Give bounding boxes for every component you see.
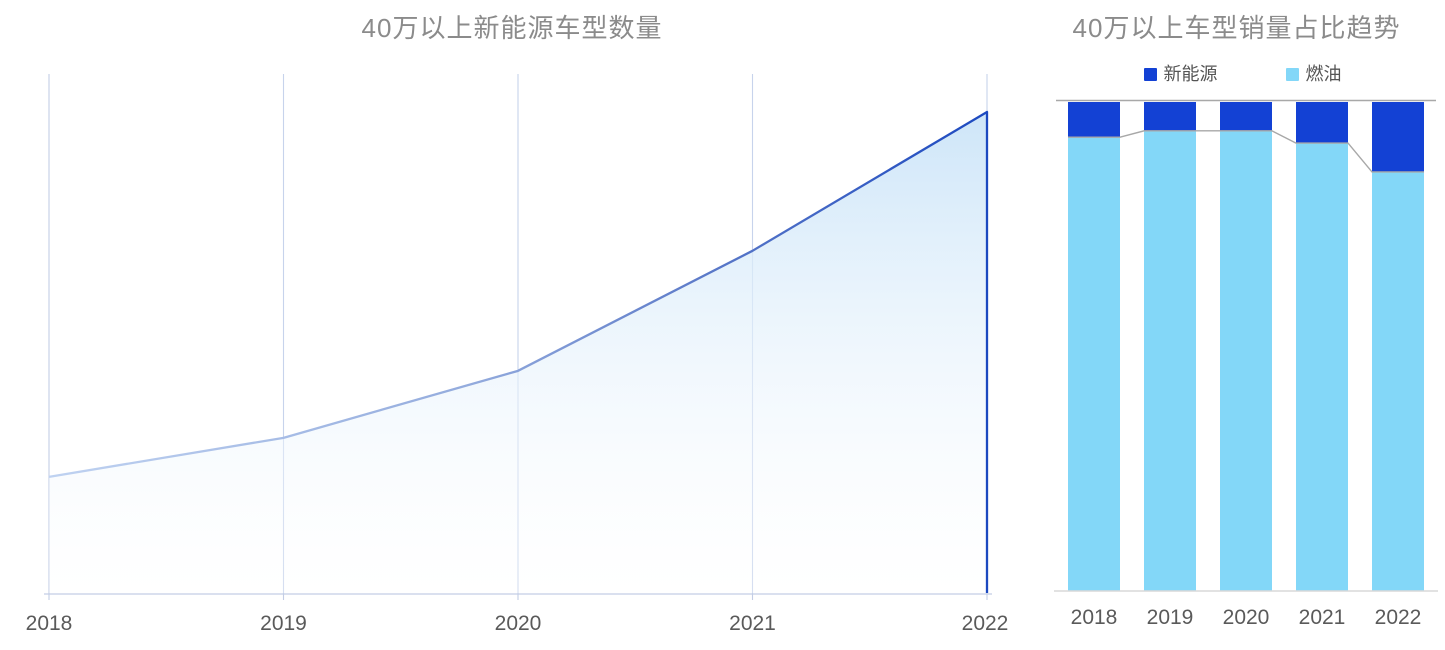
- x-axis-label: 2021: [729, 612, 776, 635]
- x-axis-label: 2021: [1299, 606, 1346, 629]
- sales-share-stacked-bar-chart: 2018 2019 2020 2021 2022: [1054, 99, 1438, 629]
- fuel-bar-segment: [1144, 130, 1196, 591]
- x-axis-label: 2018: [1071, 606, 1118, 629]
- bar-chart-legend: 新能源 燃油: [1040, 63, 1445, 85]
- fuel-legend-label: 燃油: [1305, 64, 1342, 84]
- x-axis-label: 2020: [1223, 606, 1270, 629]
- area-chart-section: 40万以上新能源车型数量 2018 2019 2020 2021 2022: [26, 13, 1009, 635]
- fuel-bar-segment: [1296, 143, 1348, 592]
- nev-bar-segment: [1220, 102, 1272, 131]
- nev-legend-label: 新能源: [1163, 64, 1218, 84]
- nev-legend-swatch-icon: [1143, 67, 1157, 81]
- legend-item-nev[interactable]: 新能源: [1143, 64, 1218, 84]
- fuel-bar-segment: [1068, 137, 1120, 591]
- nev-bar-segment: [1372, 102, 1424, 172]
- fuel-bar-segment: [1220, 130, 1272, 591]
- x-axis-label: 2018: [26, 612, 73, 635]
- nev-bar-segment: [1296, 102, 1348, 144]
- x-axis-label: 2022: [962, 612, 1009, 635]
- legend-item-fuel[interactable]: 燃油: [1285, 64, 1342, 84]
- x-axis-label: 2022: [1375, 606, 1422, 629]
- nev-model-count-area-chart: 2018 2019 2020 2021 2022: [26, 74, 1009, 635]
- fuel-legend-swatch-icon: [1285, 67, 1299, 81]
- stacked-bar-chart-section: 40万以上车型销量占比趋势 新能源 燃油 2018 2019 2020 2021 202…: [1040, 0, 1445, 650]
- trend-line: [48, 110, 989, 593]
- x-axis-label: 2019: [260, 612, 307, 635]
- x-axis-label: 2020: [495, 612, 542, 635]
- nev-bar-segment: [1068, 102, 1120, 138]
- nev-bar-segment: [1144, 102, 1196, 131]
- fuel-share-line: [1068, 130, 1424, 173]
- area-chart-title: 40万以上新能源车型数量: [361, 13, 663, 43]
- fuel-bar-segment: [1372, 171, 1424, 591]
- area-fill: [49, 112, 987, 593]
- bar-chart-title: 40万以上车型销量占比趋势: [1072, 13, 1401, 43]
- x-axis-label: 2019: [1147, 606, 1194, 629]
